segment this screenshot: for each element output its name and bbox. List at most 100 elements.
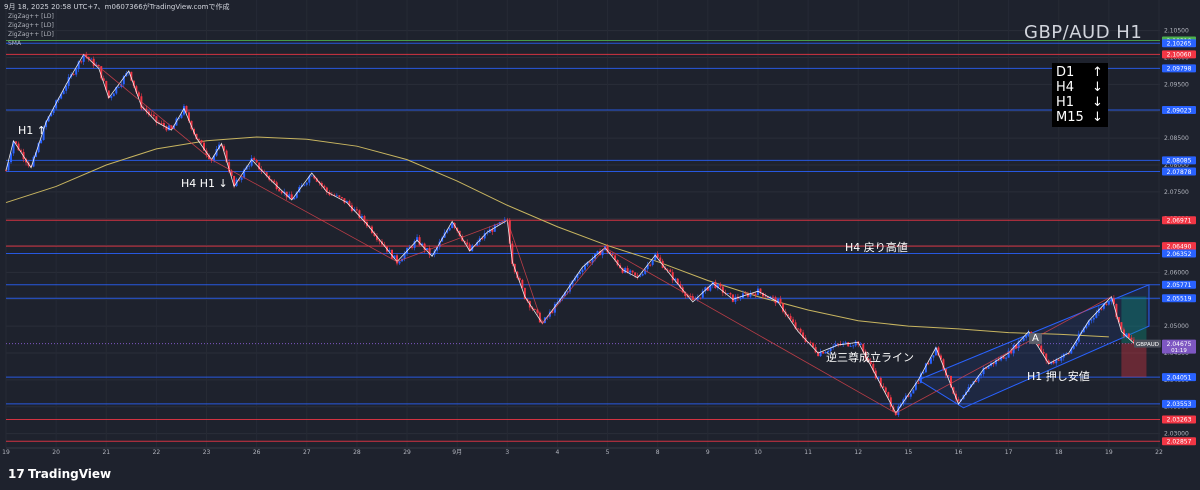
candle-body bbox=[273, 180, 276, 183]
candle-body bbox=[761, 292, 764, 297]
candle-body bbox=[426, 248, 429, 250]
candle-body bbox=[130, 71, 133, 81]
x-tick-label: 18 bbox=[1055, 449, 1063, 456]
candle-body bbox=[934, 347, 937, 356]
candle-body bbox=[90, 58, 93, 60]
candle-body bbox=[739, 298, 742, 300]
candle-body bbox=[1122, 329, 1125, 337]
candle-body bbox=[30, 165, 33, 167]
candle-body bbox=[854, 341, 857, 346]
price-level-tag bbox=[1162, 156, 1196, 165]
candle-body bbox=[185, 105, 188, 113]
candle-body bbox=[32, 156, 35, 167]
candle-body bbox=[646, 264, 649, 270]
current-price-value: 2.04675 bbox=[1167, 341, 1192, 348]
candle-body bbox=[654, 254, 657, 261]
candle-body bbox=[533, 309, 536, 310]
trend-box: D1 ↑ H4 ↓ H1 ↓ M15 ↓ bbox=[1052, 63, 1108, 127]
candle-body bbox=[1092, 317, 1095, 320]
candle-body bbox=[1072, 345, 1075, 349]
candle-body bbox=[335, 195, 338, 197]
candle-body bbox=[787, 314, 790, 316]
candle-body bbox=[233, 176, 236, 186]
x-tick-label: 5 bbox=[606, 449, 610, 456]
indicator-zigzag-1[interactable]: ZigZag++ [LD] bbox=[8, 13, 54, 20]
candle-body bbox=[1105, 304, 1108, 305]
x-tick-label: 10 bbox=[754, 449, 762, 456]
current-symbol-label: GBPAUD bbox=[1136, 342, 1159, 348]
x-tick-label: 22 bbox=[153, 449, 161, 456]
candle-body bbox=[568, 284, 571, 292]
candle-body bbox=[914, 382, 917, 390]
candle-body bbox=[909, 393, 912, 397]
candle-body bbox=[1125, 333, 1128, 337]
candle-body bbox=[1020, 340, 1023, 342]
candle-body bbox=[127, 71, 130, 73]
label-h4-pullback-high: H4 戻り高値 bbox=[845, 241, 908, 254]
candle-body bbox=[869, 361, 872, 364]
candle-body bbox=[696, 297, 699, 300]
candle-body bbox=[225, 150, 228, 163]
price-level-tag bbox=[1162, 39, 1196, 48]
candle-body bbox=[1132, 339, 1135, 344]
candle-body bbox=[970, 384, 973, 388]
price-level-value: 2.03553 bbox=[1167, 401, 1192, 408]
candle-body bbox=[609, 252, 612, 255]
candle-body bbox=[1060, 357, 1063, 361]
x-tick-label: 9 bbox=[706, 449, 710, 456]
candle-body bbox=[248, 165, 251, 167]
time-axis[interactable]: 19 20 21 22 23 26 27 28 29 9月 3 4 5 8 9 10 11 12 15 16 17 18 1… bbox=[2, 447, 1163, 456]
candle-body bbox=[566, 291, 569, 293]
candle-body bbox=[1070, 348, 1073, 354]
candle-body bbox=[150, 114, 153, 116]
price-level-value: 2.10265 bbox=[1167, 41, 1192, 48]
candle-body bbox=[398, 261, 401, 264]
candle-body bbox=[358, 210, 361, 218]
candle-body bbox=[496, 224, 499, 226]
label-point-a: A bbox=[1029, 333, 1042, 344]
trend-arrow-h4: ↓ bbox=[1092, 80, 1103, 95]
zigzag-series bbox=[5, 53, 1135, 414]
candle-body bbox=[744, 293, 747, 295]
y-tick-label: 2.10500 bbox=[1164, 28, 1189, 35]
candle-body bbox=[756, 288, 759, 296]
candle-body bbox=[305, 182, 308, 185]
candle-body bbox=[882, 386, 885, 388]
price-level-value: 2.09798 bbox=[1167, 66, 1192, 73]
candle-body bbox=[771, 296, 774, 298]
label-h1-pullback-low: H1 押し安値 bbox=[1027, 370, 1090, 383]
candle-body bbox=[701, 290, 704, 298]
candle-body bbox=[1025, 335, 1028, 338]
indicator-zigzag-3[interactable]: ZigZag++ [LD] bbox=[8, 31, 54, 38]
x-tick-label: 12 bbox=[854, 449, 862, 456]
candle-body bbox=[834, 343, 837, 347]
x-tick-label: 28 bbox=[353, 449, 361, 456]
candle-body bbox=[827, 350, 830, 352]
candle-body bbox=[706, 287, 709, 291]
candle-body bbox=[824, 351, 827, 354]
candle-body bbox=[766, 296, 769, 298]
candle-body bbox=[466, 242, 469, 245]
candle-body bbox=[937, 347, 940, 356]
candle-body bbox=[764, 296, 767, 298]
indicator-sma[interactable]: SMA bbox=[8, 40, 22, 47]
x-tick-label: 21 bbox=[102, 449, 110, 456]
candle-body bbox=[45, 121, 48, 128]
candle-body bbox=[160, 122, 163, 124]
candle-body bbox=[656, 254, 659, 258]
candle-body bbox=[922, 372, 925, 374]
indicator-zigzag-2[interactable]: ZigZag++ [LD] bbox=[8, 22, 54, 29]
trend-tf-h4: H4 bbox=[1056, 80, 1075, 95]
label-h4-h1-down: H4 H1 ↓ bbox=[181, 177, 228, 190]
candle-body bbox=[40, 139, 43, 144]
tradingview-brand[interactable]: 𝟭𝟳 TradingView bbox=[8, 467, 111, 481]
candle-body bbox=[423, 243, 426, 250]
candle-body bbox=[626, 268, 629, 273]
candle-body bbox=[1007, 350, 1010, 358]
candle-body bbox=[325, 187, 328, 193]
candle-body bbox=[977, 375, 980, 382]
x-tick-label: 19 bbox=[1105, 449, 1113, 456]
candle-body bbox=[852, 345, 855, 347]
